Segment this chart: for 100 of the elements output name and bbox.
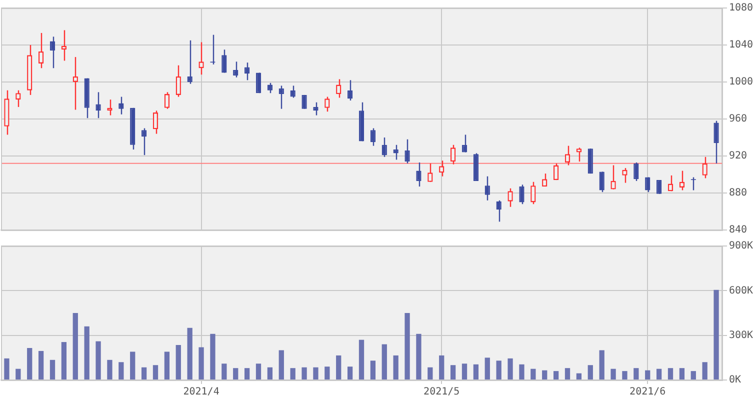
candlestick <box>634 162 639 182</box>
bar <box>679 368 685 380</box>
candlestick <box>668 174 674 192</box>
bar <box>61 342 67 380</box>
bar <box>96 341 101 380</box>
y-tick-label: 600K <box>729 285 754 296</box>
y-tick-label: 960 <box>729 114 748 125</box>
y-tick-label: 900K <box>729 240 754 252</box>
bar <box>634 368 639 380</box>
candlestick <box>462 134 468 153</box>
x-tick-label: 2021/4 <box>183 386 220 398</box>
candlestick <box>244 62 250 81</box>
bar <box>668 368 674 380</box>
bar <box>302 367 307 380</box>
bar <box>462 364 468 380</box>
bar <box>233 368 238 380</box>
bar <box>473 364 479 380</box>
bar <box>645 370 650 380</box>
bar <box>599 350 604 380</box>
bar <box>267 367 273 380</box>
candlestick <box>347 80 353 102</box>
candlestick <box>484 176 490 201</box>
candlestick <box>393 144 398 160</box>
bar <box>439 355 444 380</box>
bar <box>484 358 490 380</box>
bar <box>530 368 536 380</box>
bar <box>576 373 582 380</box>
x-tick-label: 2021/5 <box>424 386 460 398</box>
y-tick-label: 300K <box>729 330 754 341</box>
y-tick-label: 1040 <box>729 40 754 51</box>
bar <box>187 328 192 380</box>
candlestick <box>152 110 158 134</box>
bar <box>542 370 548 380</box>
y-tick-label: 0K <box>729 374 742 386</box>
candlestick <box>553 162 559 181</box>
bar <box>198 347 204 380</box>
bar <box>278 350 284 380</box>
candlestick <box>702 156 708 179</box>
y-tick-label: 1000 <box>729 76 754 88</box>
bar <box>290 368 296 380</box>
bar <box>222 364 227 380</box>
bar <box>210 334 216 380</box>
bar <box>130 352 136 380</box>
bar <box>256 364 262 380</box>
bar <box>324 366 330 380</box>
candlestick <box>278 85 284 110</box>
bar <box>428 367 433 380</box>
bar <box>358 340 364 380</box>
bar <box>72 313 78 380</box>
candlestick <box>50 36 56 69</box>
y-tick-label: 840 <box>729 224 748 236</box>
bar <box>244 368 250 380</box>
candlestick <box>450 144 456 165</box>
candlestick <box>542 172 548 188</box>
bar <box>141 367 147 380</box>
candlestick <box>382 136 387 158</box>
candlestick <box>416 162 422 188</box>
candlestick <box>141 128 147 156</box>
bar <box>564 368 570 380</box>
candlestick <box>107 98 112 116</box>
candlestick <box>38 32 44 69</box>
bar <box>610 368 616 380</box>
bar <box>496 360 502 380</box>
candlestick <box>313 102 318 116</box>
bar <box>382 344 387 380</box>
bar <box>553 371 559 380</box>
bar <box>84 326 90 380</box>
bar <box>416 334 422 380</box>
bar <box>588 365 593 380</box>
candlestick <box>267 82 273 94</box>
bar <box>152 365 158 380</box>
y-tick-label: 880 <box>729 188 748 199</box>
bar <box>38 350 44 380</box>
candlestick <box>714 120 719 164</box>
bar <box>27 348 32 380</box>
bar <box>107 360 112 380</box>
bar <box>16 368 21 380</box>
bar <box>404 313 410 380</box>
bar <box>702 362 708 380</box>
x-tick-label: 2021/6 <box>630 386 666 398</box>
candlestick <box>233 61 238 78</box>
bar <box>450 365 456 380</box>
bar <box>690 371 696 380</box>
bar <box>118 362 124 380</box>
bar <box>656 368 662 380</box>
bar <box>164 352 170 380</box>
bar <box>519 364 524 380</box>
candlestick <box>404 138 410 164</box>
candlestick <box>496 200 502 222</box>
candlestick <box>679 170 685 191</box>
bar <box>176 345 181 380</box>
bar <box>347 366 353 380</box>
bar <box>370 360 376 380</box>
candlestick <box>519 184 524 205</box>
candlestick <box>187 40 192 84</box>
candlestick <box>164 92 170 110</box>
bar <box>622 371 628 380</box>
bar <box>714 290 719 380</box>
candlestick <box>222 49 227 74</box>
candlestick <box>336 78 342 98</box>
